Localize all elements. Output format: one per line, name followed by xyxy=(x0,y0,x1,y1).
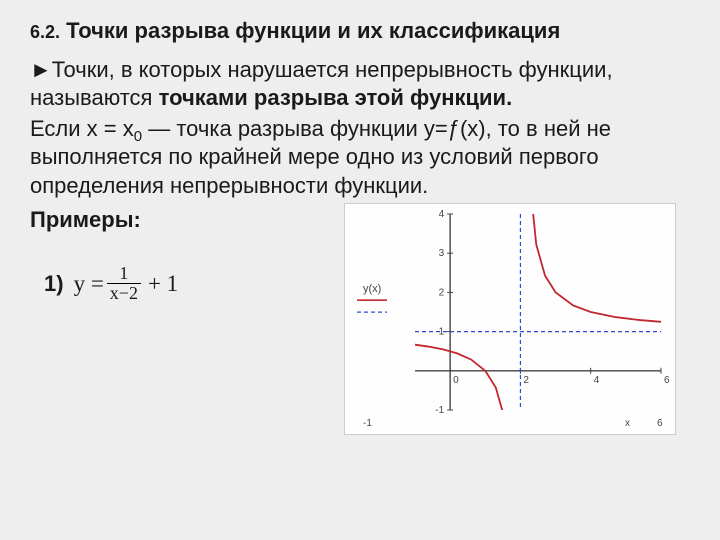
example-index: 1) xyxy=(44,271,64,297)
section-number: 6.2. xyxy=(30,22,60,42)
svg-text:2: 2 xyxy=(439,287,445,298)
frac-num: 1 xyxy=(116,264,131,283)
formula-fraction: 1 x−2 xyxy=(107,264,141,303)
section-title-rest: Точки разрыва функции и их классификация xyxy=(66,18,560,43)
triangle-bullet-icon: ► xyxy=(30,57,52,82)
section-title: 6.2. Точки разрыва функции и их классифи… xyxy=(30,16,690,46)
function-chart: 0246-11234y(x)-1x6 xyxy=(344,203,676,435)
svg-text:-1: -1 xyxy=(435,405,444,416)
frac-den: x−2 xyxy=(107,284,141,303)
svg-text:y(x): y(x) xyxy=(363,283,381,295)
para1-bold: точками разрыва этой функции. xyxy=(159,85,513,110)
svg-text:4: 4 xyxy=(594,374,600,385)
svg-text:6: 6 xyxy=(664,374,670,385)
svg-text:-1: -1 xyxy=(363,418,372,429)
paragraph-1: ►Точки, в которых нарушается непрерывнос… xyxy=(30,56,690,113)
formula-lhs: y = xyxy=(74,271,104,297)
para2-sub: 0 xyxy=(134,128,142,145)
svg-text:x: x xyxy=(625,418,630,429)
svg-text:3: 3 xyxy=(439,248,445,259)
para2-pre: Если x = x xyxy=(30,116,134,141)
svg-text:0: 0 xyxy=(453,374,459,385)
svg-text:6: 6 xyxy=(657,418,663,429)
svg-text:4: 4 xyxy=(439,209,445,220)
paragraph-2: Если x = x0 — точка разрыва функции y=ƒ(… xyxy=(30,115,690,201)
example-1-formula: 1) y = 1 x−2 + 1 xyxy=(44,265,330,304)
examples-label: Примеры: xyxy=(30,207,330,233)
svg-text:2: 2 xyxy=(523,374,529,385)
formula-tail: + 1 xyxy=(148,271,178,297)
